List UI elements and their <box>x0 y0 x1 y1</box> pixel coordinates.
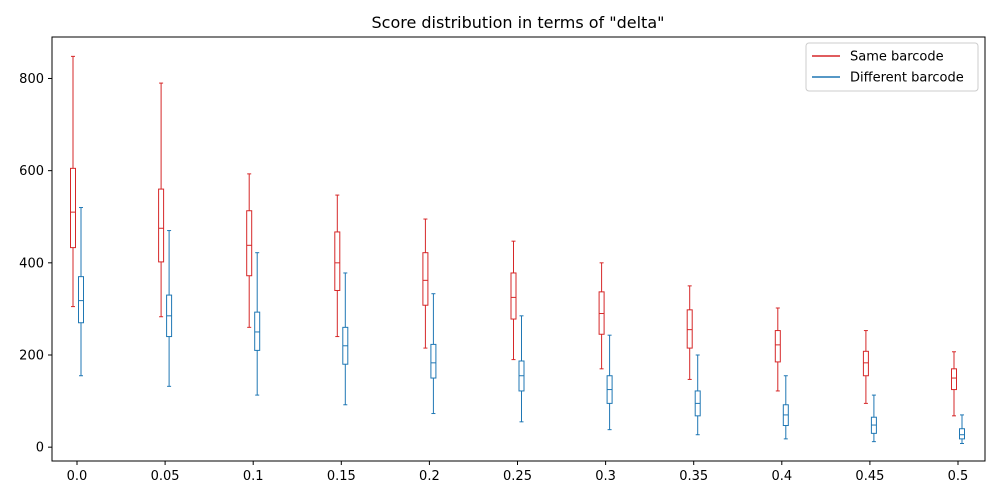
box-0.3 <box>606 334 613 431</box>
box-0.15 <box>334 194 341 338</box>
axes-frame <box>51 36 986 462</box>
box-0.35 <box>686 285 693 380</box>
x-tick-label: 0.5 <box>948 469 969 484</box>
box-0.0 <box>78 207 84 377</box>
box-body <box>510 272 517 320</box>
x-tick-label: 0.0 <box>67 469 88 484</box>
box-0.25 <box>510 240 517 361</box>
x-tick-label: 0.4 <box>771 469 792 484</box>
chart-title: Score distribution in terms of "delta" <box>371 13 664 32</box>
box-body <box>158 188 165 263</box>
box-0.5 <box>959 414 965 444</box>
legend: Same barcode Different barcode <box>805 42 979 92</box>
x-tick-label: 0.35 <box>679 469 708 484</box>
y-tick-label: 200 <box>19 349 44 364</box>
series-different-barcode <box>78 207 965 444</box>
axes: 0 200 400 600 800 0.0 0.05 0.1 0.15 0.2 0.25 0.3 0.3… <box>19 36 986 484</box>
box-body <box>70 167 76 249</box>
box-0.35 <box>694 354 701 436</box>
x-tick-label: 0.45 <box>855 469 884 484</box>
y-tick-label: 400 <box>19 256 44 271</box>
box-0.4 <box>782 375 789 440</box>
box-body <box>430 343 437 379</box>
box-body <box>951 368 957 391</box>
box-body <box>78 276 84 324</box>
x-tick-label: 0.15 <box>327 469 356 484</box>
box-body <box>334 231 341 291</box>
box-0.15 <box>342 272 349 406</box>
box-body <box>422 252 429 306</box>
box-0.0 <box>70 55 76 308</box>
box-body <box>254 311 261 351</box>
x-tick-label: 0.05 <box>151 469 180 484</box>
box-0.5 <box>951 351 957 417</box>
box-0.05 <box>158 82 165 318</box>
legend-box <box>805 42 979 92</box>
box-0.1 <box>246 173 253 328</box>
box-0.3 <box>598 262 605 370</box>
legend-label: Same barcode <box>850 50 944 65</box>
box-body <box>246 210 253 277</box>
box-0.05 <box>166 230 173 387</box>
box-body <box>686 309 693 349</box>
box-0.4 <box>774 307 781 392</box>
plot-area <box>70 55 965 444</box>
box-0.2 <box>422 218 429 349</box>
x-tick-label: 0.1 <box>243 469 264 484</box>
y-tick-label: 600 <box>19 164 44 179</box>
box-0.1 <box>254 252 261 396</box>
box-body <box>959 428 965 440</box>
legend-label: Different barcode <box>850 71 964 86</box>
y-tick-label: 800 <box>19 72 44 87</box>
box-0.45 <box>862 330 869 404</box>
box-body <box>862 350 869 377</box>
x-tick-label: 0.2 <box>419 469 440 484</box>
x-tick-label: 0.25 <box>503 469 532 484</box>
x-tick-label: 0.3 <box>595 469 616 484</box>
box-0.2 <box>430 293 437 415</box>
box-0.25 <box>518 315 525 423</box>
box-0.45 <box>870 394 877 443</box>
box-body <box>774 330 781 363</box>
series-same-barcode <box>70 55 957 417</box>
y-tick-label: 0 <box>36 441 44 456</box>
